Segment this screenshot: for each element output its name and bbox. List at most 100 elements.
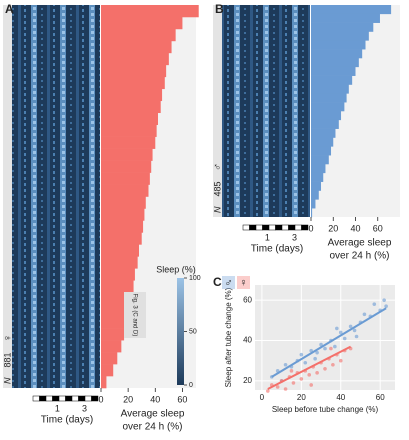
fit-line bbox=[267, 345, 352, 390]
sex-symbol: ♀ bbox=[2, 334, 14, 342]
point bbox=[329, 346, 333, 351]
bar bbox=[101, 316, 127, 329]
bar bbox=[101, 232, 142, 245]
y-tick-label: 40 bbox=[243, 336, 252, 345]
y-tick-label: 20 bbox=[243, 376, 252, 385]
bar bbox=[311, 128, 336, 138]
x-tick-label: 60 bbox=[376, 393, 385, 402]
light-dark-bar bbox=[32, 395, 40, 402]
x-tick-label: 60 bbox=[177, 394, 187, 404]
bar bbox=[311, 49, 363, 59]
light-dark-bar bbox=[58, 395, 66, 402]
bar bbox=[311, 66, 356, 76]
bar bbox=[311, 190, 319, 200]
light-dark-bar bbox=[242, 224, 250, 231]
colorbar-tick-label: 0 bbox=[189, 382, 193, 389]
bar bbox=[101, 304, 130, 317]
light-dark-bar bbox=[281, 224, 289, 231]
light-dark-bar bbox=[275, 224, 283, 231]
bar bbox=[311, 58, 359, 68]
bar bbox=[311, 75, 353, 85]
heatmap bbox=[222, 5, 310, 217]
bar bbox=[311, 208, 313, 218]
point bbox=[299, 377, 304, 381]
light-dark-bar bbox=[52, 395, 60, 402]
time-axis-label: Time (days) bbox=[41, 415, 93, 426]
heatmap bbox=[12, 5, 100, 388]
point bbox=[303, 360, 308, 365]
point bbox=[319, 342, 323, 347]
time-tick-label: 1 bbox=[55, 403, 60, 413]
light-dark-bar bbox=[78, 395, 86, 402]
annotation: Fig. 3 (C and D) bbox=[131, 294, 137, 337]
time-tick-label: 1 bbox=[265, 232, 270, 242]
bar bbox=[311, 172, 324, 182]
point bbox=[331, 362, 335, 367]
point bbox=[342, 336, 347, 341]
legend-swatch bbox=[237, 276, 250, 289]
point bbox=[289, 369, 294, 373]
point bbox=[338, 358, 343, 363]
panel-label: A bbox=[5, 2, 14, 16]
bar bbox=[311, 137, 334, 147]
point bbox=[352, 328, 357, 333]
bar bbox=[101, 100, 161, 114]
bar bbox=[101, 268, 135, 281]
bar bbox=[101, 208, 145, 221]
time-tick-label: 3 bbox=[292, 232, 297, 242]
light-dark-bar bbox=[249, 224, 257, 231]
point bbox=[299, 352, 304, 357]
bar bbox=[101, 328, 125, 341]
point bbox=[315, 371, 319, 375]
point bbox=[354, 334, 359, 339]
x-tick-label: 20 bbox=[123, 394, 133, 404]
point bbox=[384, 304, 388, 309]
light-dark-bar bbox=[84, 395, 92, 402]
light-dark-bar bbox=[255, 224, 263, 231]
x-tick-label: 0 bbox=[98, 394, 103, 404]
y-axis-label: Sleep after tube change (%) bbox=[224, 287, 233, 387]
bar bbox=[311, 164, 326, 174]
n-label: N bbox=[2, 377, 12, 384]
bar bbox=[101, 76, 165, 90]
light-dark-bar bbox=[71, 395, 79, 402]
bar bbox=[101, 292, 131, 305]
bar bbox=[101, 88, 163, 102]
bar bbox=[311, 181, 322, 191]
point bbox=[275, 385, 280, 389]
bar bbox=[101, 220, 144, 233]
time-axis-label: Time (days) bbox=[251, 244, 303, 255]
bar bbox=[311, 111, 342, 121]
point bbox=[291, 381, 296, 385]
colorbar-tick-label: 100 bbox=[189, 275, 201, 282]
bar bbox=[101, 16, 183, 30]
x-tick-label: 40 bbox=[150, 394, 160, 404]
x-tick-label: 40 bbox=[336, 393, 345, 402]
light-dark-bar bbox=[301, 224, 309, 231]
bar bbox=[101, 376, 107, 389]
panel-label: B bbox=[215, 2, 224, 16]
n-label: N bbox=[212, 206, 222, 213]
x-tick-label: 40 bbox=[350, 223, 360, 233]
n-value: 881 bbox=[2, 352, 12, 367]
bar bbox=[311, 5, 392, 15]
bar bbox=[101, 352, 118, 365]
bar bbox=[101, 244, 139, 257]
light-dark-bar bbox=[262, 224, 270, 231]
x-axis-label: Average sleep bbox=[328, 238, 392, 249]
bar bbox=[311, 40, 366, 50]
point bbox=[348, 324, 353, 329]
x-tick-label: 20 bbox=[297, 393, 306, 402]
fit-line bbox=[271, 307, 387, 378]
sex-symbol: ♂ bbox=[212, 163, 224, 171]
point bbox=[323, 366, 327, 371]
bar bbox=[101, 184, 149, 197]
bar bbox=[101, 364, 114, 377]
strip bbox=[213, 5, 222, 217]
bar bbox=[101, 136, 156, 149]
y-tick-label: 60 bbox=[243, 295, 252, 304]
light-dark-bar bbox=[268, 224, 276, 231]
point bbox=[309, 383, 313, 387]
point bbox=[372, 302, 377, 306]
x-axis-label: over 24 h (%) bbox=[329, 251, 389, 262]
